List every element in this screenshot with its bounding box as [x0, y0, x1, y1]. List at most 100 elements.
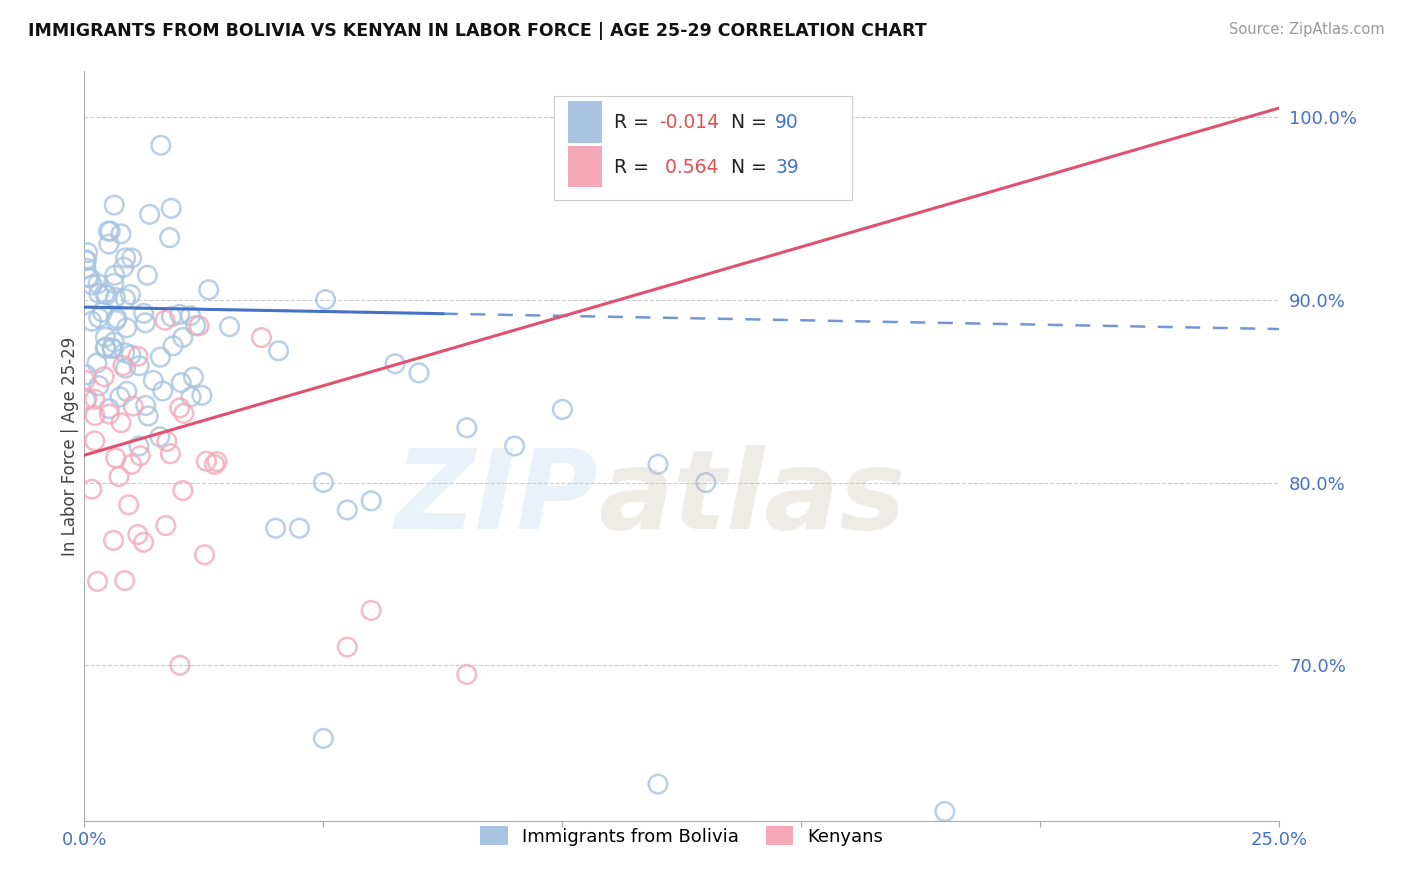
Point [82, 278, 104, 293]
Point [80, 482, 103, 496]
Point [264, 521, 287, 535]
Text: 39: 39 [775, 158, 799, 177]
Point [108, 469, 131, 483]
Point [384, 357, 406, 371]
Point [336, 640, 359, 654]
Point [267, 343, 290, 358]
Point [73, 373, 96, 387]
Point [188, 318, 211, 333]
Point [86, 356, 108, 370]
Point [138, 207, 160, 221]
Point [149, 138, 172, 153]
Point [114, 574, 136, 588]
Legend: Immigrants from Bolivia, Kenyans: Immigrants from Bolivia, Kenyans [474, 819, 890, 853]
Text: N =: N = [731, 158, 773, 177]
Point [193, 548, 215, 562]
Point [315, 293, 337, 307]
Point [503, 439, 526, 453]
Point [127, 527, 149, 541]
Point [159, 230, 181, 244]
Point [97, 224, 120, 238]
Point [128, 439, 150, 453]
Text: R =: R = [614, 158, 655, 177]
Point [103, 334, 125, 349]
Point [75, 368, 97, 382]
Point [180, 390, 202, 404]
Point [135, 399, 157, 413]
FancyBboxPatch shape [554, 96, 852, 200]
Point [103, 533, 125, 548]
Point [110, 416, 132, 430]
Point [93, 369, 115, 384]
Point [115, 321, 138, 335]
Point [83, 392, 105, 407]
Point [183, 370, 205, 384]
Point [87, 277, 110, 291]
Point [250, 330, 273, 344]
Point [129, 449, 152, 463]
Text: N =: N = [731, 112, 773, 132]
Point [336, 503, 359, 517]
Point [98, 407, 121, 421]
Point [647, 777, 669, 791]
Text: -0.014: -0.014 [659, 112, 720, 132]
Point [132, 306, 155, 320]
Point [456, 421, 478, 435]
Point [456, 667, 478, 681]
Point [288, 521, 311, 535]
Point [75, 253, 97, 268]
Point [87, 378, 110, 392]
Point [170, 376, 193, 390]
Point [76, 270, 98, 285]
Point [94, 330, 117, 344]
Point [76, 392, 98, 406]
Point [122, 399, 145, 413]
Point [120, 348, 142, 362]
Point [647, 457, 669, 471]
Point [103, 277, 125, 291]
Point [162, 339, 184, 353]
Point [94, 340, 117, 354]
Point [172, 330, 194, 344]
Point [360, 493, 382, 508]
Point [121, 251, 143, 265]
Text: 0.564: 0.564 [659, 158, 718, 177]
Text: R =: R = [614, 112, 655, 132]
Text: IMMIGRANTS FROM BOLIVIA VS KENYAN IN LABOR FORCE | AGE 25-29 CORRELATION CHART: IMMIGRANTS FROM BOLIVIA VS KENYAN IN LAB… [28, 22, 927, 40]
Text: 90: 90 [775, 112, 799, 132]
Point [91, 305, 114, 319]
Point [118, 498, 141, 512]
Point [312, 731, 335, 746]
Point [191, 388, 214, 402]
Point [103, 198, 125, 212]
Point [98, 401, 121, 416]
Point [169, 658, 191, 673]
Point [180, 309, 202, 323]
Point [155, 518, 177, 533]
Point [149, 430, 172, 444]
Point [104, 313, 127, 327]
Point [87, 310, 110, 325]
Point [112, 260, 135, 275]
Point [87, 286, 110, 301]
Point [360, 603, 382, 617]
Point [83, 434, 105, 448]
Point [195, 454, 218, 468]
Text: ZIP: ZIP [395, 445, 599, 552]
Point [75, 261, 97, 276]
Point [79, 270, 101, 285]
Point [312, 475, 335, 490]
Point [86, 574, 108, 589]
Point [114, 251, 136, 265]
Point [136, 409, 159, 423]
Point [97, 237, 120, 252]
Point [173, 406, 195, 420]
Point [934, 805, 956, 819]
Point [94, 341, 117, 355]
Point [93, 286, 115, 301]
Point [156, 434, 179, 449]
Point [160, 202, 183, 216]
Bar [568, 146, 602, 187]
Point [121, 458, 143, 472]
Point [80, 314, 103, 328]
